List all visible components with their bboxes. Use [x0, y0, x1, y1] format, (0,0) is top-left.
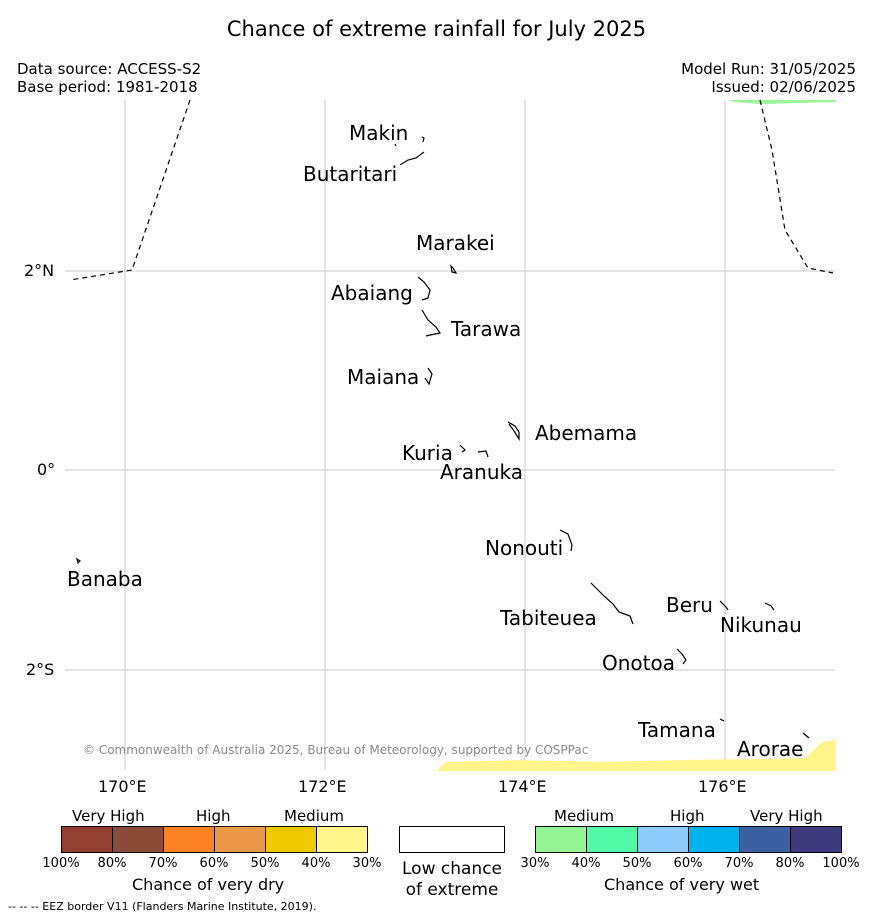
lon-label-172e: 172°E	[298, 777, 347, 796]
gridlines	[65, 100, 835, 770]
lon-label-174e: 174°E	[498, 777, 547, 796]
dry-swatch-1	[112, 826, 164, 853]
label-butaritari: Butaritari	[303, 162, 398, 186]
lat-label-0: 0°	[37, 460, 56, 479]
dry-tick-0: 100%	[42, 856, 80, 871]
wet-tick-3: 60%	[673, 856, 703, 871]
label-nikunau: Nikunau	[720, 613, 802, 637]
dry-swatch-5	[316, 826, 368, 853]
wet-tick-2: 50%	[622, 856, 652, 871]
wet-tick-6: 100%	[822, 856, 860, 871]
wet-tick-4: 70%	[724, 856, 754, 871]
island-outlines	[76, 136, 810, 739]
dry-tick-3: 60%	[199, 856, 229, 871]
dry-category-high: High	[196, 807, 231, 825]
wet-medium-patch	[728, 100, 836, 104]
banaba-outline	[76, 557, 81, 565]
beru-outline	[719, 600, 729, 611]
low-chance-caption-1: Low chance	[402, 859, 502, 879]
label-onotoa: Onotoa	[602, 651, 675, 675]
maiana-outline	[424, 367, 433, 386]
nikunau-outline	[764, 602, 775, 611]
dry-swatch-2	[163, 826, 215, 853]
abaiang-outline	[417, 276, 431, 301]
dry-tick-2: 70%	[148, 856, 178, 871]
label-kuria: Kuria	[402, 441, 453, 465]
wet-tick-0: 30%	[520, 856, 550, 871]
wet-tick-1: 40%	[571, 856, 601, 871]
wet-swatch-5	[790, 826, 842, 853]
dry-swatch-3	[214, 826, 266, 853]
wet-swatch-3	[688, 826, 740, 853]
makin-outline	[394, 136, 425, 147]
wet-legend-title: Chance of very wet	[604, 875, 760, 894]
nonouti-outline	[559, 529, 573, 552]
label-arorae: Arorae	[737, 737, 804, 761]
wet-swatch-2	[637, 826, 689, 853]
lon-label-170e: 170°E	[98, 777, 147, 796]
label-tabiteuea: Tabiteuea	[500, 606, 597, 630]
label-beru: Beru	[666, 593, 713, 617]
low-chance-swatch	[399, 826, 505, 853]
copyright-notice: © Commonwealth of Australia 2025, Bureau…	[83, 743, 589, 757]
label-maiana: Maiana	[347, 365, 420, 389]
marakei-outline	[450, 264, 458, 274]
map-title: Chance of extreme rainfall for July 2025	[226, 17, 647, 41]
wet-category-high: High	[670, 807, 705, 825]
dry-tick-6: 30%	[352, 856, 382, 871]
dry-colorbar	[61, 826, 368, 853]
dry-swatch-0	[61, 826, 113, 853]
wet-category-medium: Medium	[554, 807, 614, 825]
tabiteuea-outline	[590, 582, 634, 625]
meta-right: Model Run: 31/05/2025 Issued: 02/06/2025	[681, 60, 856, 96]
wet-swatch-1	[586, 826, 638, 853]
issued-date: Issued: 02/06/2025	[711, 78, 856, 96]
dry-tick-4: 50%	[250, 856, 280, 871]
lon-label-176e: 176°E	[698, 777, 747, 796]
base-period: Base period: 1981-2018	[17, 78, 198, 96]
label-makin: Makin	[349, 121, 409, 145]
dry-category-very-high: Very High	[72, 807, 145, 825]
dry-tick-1: 80%	[97, 856, 127, 871]
label-abemama: Abemama	[535, 421, 638, 445]
abemama-outline	[507, 421, 520, 442]
meta-left: Data source: ACCESS-S2 Base period: 1981…	[17, 60, 201, 96]
wet-swatch-0	[535, 826, 587, 853]
lat-label-2s: 2°S	[26, 660, 55, 679]
label-tarawa: Tarawa	[451, 317, 522, 341]
onotoa-outline	[676, 648, 687, 665]
eez-border-east	[759, 99, 834, 274]
model-run: Model Run: 31/05/2025	[681, 60, 856, 78]
eez-footer-note: -- -- -- EEZ border V11 (Flanders Marine…	[8, 900, 317, 913]
lat-label-2n: 2°N	[24, 261, 55, 280]
low-chance-caption-2: of extreme	[405, 880, 499, 900]
dry-swatch-4	[265, 826, 317, 853]
dry-tick-5: 40%	[301, 856, 331, 871]
label-banaba: Banaba	[67, 567, 143, 591]
eez-border-west	[69, 99, 191, 281]
tarawa-outline	[421, 309, 441, 337]
dry-medium-patch	[437, 740, 836, 771]
label-marakei: Marakei	[416, 231, 495, 255]
arorae-outline	[802, 732, 810, 739]
tamana-outline	[719, 718, 725, 722]
label-tamana: Tamana	[638, 718, 716, 742]
label-nonouti: Nonouti	[485, 536, 564, 560]
wet-tick-5: 80%	[775, 856, 805, 871]
butaritari-outline	[399, 151, 425, 166]
dry-legend-title: Chance of very dry	[132, 875, 285, 894]
dry-category-medium: Medium	[284, 807, 344, 825]
kuria-aranuka-outline	[459, 444, 489, 458]
wet-swatch-4	[739, 826, 791, 853]
wet-colorbar	[535, 826, 842, 853]
label-aranuka: Aranuka	[440, 460, 523, 484]
data-source: Data source: ACCESS-S2	[17, 60, 202, 78]
wet-category-very-high: Very High	[750, 807, 823, 825]
label-abaiang: Abaiang	[331, 281, 413, 305]
